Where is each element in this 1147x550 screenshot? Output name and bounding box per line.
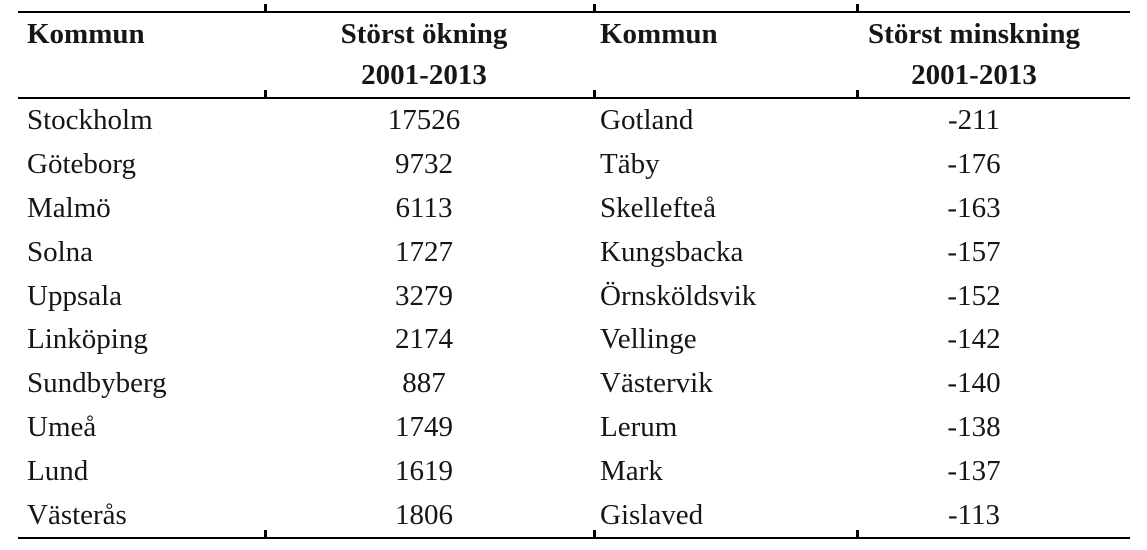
- kommun-increase-name: Uppsala: [27, 279, 123, 312]
- kommun-increase-name: Malmö: [27, 191, 111, 224]
- increase-value: 9732: [395, 148, 453, 181]
- header-period: 2001-2013: [361, 59, 487, 91]
- column-divider-tick: [856, 530, 859, 539]
- table-row: Sundbyberg 887 Västervik -140: [18, 362, 1130, 406]
- kommun-decrease-name: Gotland: [600, 104, 694, 137]
- increase-value: 1727: [395, 235, 453, 268]
- kommun-increase-name: Solna: [27, 235, 94, 268]
- header-kommun-increase: Kommun: [18, 13, 266, 97]
- increase-value: 1749: [395, 410, 453, 443]
- kommun-decrease-name: Täby: [600, 148, 660, 181]
- increase-value: 887: [402, 367, 446, 400]
- table-row: Linköping 2174 Vellinge -142: [18, 318, 1130, 362]
- table-row: Göteborg 9732 Täby -176: [18, 143, 1130, 187]
- header-label: Kommun: [27, 18, 145, 50]
- kommun-increase-name: Sundbyberg: [27, 367, 167, 400]
- increase-value: 2174: [395, 323, 453, 356]
- kommun-increase-name: Linköping: [27, 323, 148, 356]
- kommun-increase-name: Umeå: [27, 410, 97, 443]
- table-row: Stockholm 17526 Gotland -211: [18, 99, 1130, 143]
- increase-value: 3279: [395, 279, 453, 312]
- kommun-decrease-name: Mark: [600, 454, 663, 487]
- header-kommun-decrease: Kommun: [595, 13, 858, 97]
- decrease-value: -138: [947, 410, 1001, 443]
- table-body: Stockholm 17526 Gotland -211 Göteborg 97…: [18, 99, 1130, 537]
- table-row: Lund 1619 Mark -137: [18, 449, 1130, 493]
- header-period: 2001-2013: [911, 59, 1037, 91]
- decrease-value: -157: [947, 235, 1001, 268]
- kommun-increase-name: Lund: [27, 454, 89, 487]
- table-row: Västerås 1806 Gislaved -113: [18, 493, 1130, 537]
- decrease-value: -137: [947, 454, 1001, 487]
- municipality-change-table: Kommun Störst ökning 2001-2013 Kommun St…: [18, 11, 1130, 539]
- header-label: Störst minskning: [868, 18, 1080, 50]
- table-row: Solna 1727 Kungsbacka -157: [18, 230, 1130, 274]
- increase-value: 1619: [395, 454, 453, 487]
- header-label: Störst ökning: [340, 18, 508, 50]
- decrease-value: -113: [947, 498, 1001, 531]
- header-largest-decrease: Störst minskning 2001-2013: [858, 13, 1130, 97]
- table-row: Uppsala 3279 Örnsköldsvik -152: [18, 274, 1130, 318]
- column-divider-tick: [856, 90, 859, 99]
- column-divider-tick: [593, 90, 596, 99]
- kommun-decrease-name: Gislaved: [600, 498, 704, 531]
- decrease-value: -163: [947, 191, 1001, 224]
- kommun-decrease-name: Örnsköldsvik: [600, 279, 757, 312]
- kommun-decrease-name: Skellefteå: [600, 191, 716, 224]
- kommun-decrease-name: Vellinge: [600, 323, 697, 356]
- increase-value: 1806: [395, 498, 453, 531]
- header-label: Kommun: [600, 18, 718, 50]
- column-divider-tick: [264, 90, 267, 99]
- column-divider-tick: [856, 4, 859, 13]
- column-divider-tick: [264, 530, 267, 539]
- kommun-increase-name: Göteborg: [27, 148, 137, 181]
- table-row: Umeå 1749 Lerum -138: [18, 406, 1130, 450]
- kommun-decrease-name: Kungsbacka: [600, 235, 744, 268]
- header-largest-increase: Störst ökning 2001-2013: [266, 13, 595, 97]
- column-divider-tick: [264, 4, 267, 13]
- kommun-decrease-name: Västervik: [600, 367, 713, 400]
- decrease-value: -211: [947, 104, 1001, 137]
- table-header-row: Kommun Störst ökning 2001-2013 Kommun St…: [18, 13, 1130, 99]
- increase-value: 17526: [387, 104, 461, 137]
- decrease-value: -152: [947, 279, 1001, 312]
- kommun-increase-name: Stockholm: [27, 104, 153, 137]
- column-divider-tick: [593, 4, 596, 13]
- decrease-value: -142: [947, 323, 1001, 356]
- decrease-value: -176: [947, 148, 1001, 181]
- kommun-decrease-name: Lerum: [600, 410, 678, 443]
- table-row: Malmö 6113 Skellefteå -163: [18, 187, 1130, 231]
- column-divider-tick: [593, 530, 596, 539]
- increase-value: 6113: [395, 191, 453, 224]
- kommun-increase-name: Västerås: [27, 498, 127, 531]
- decrease-value: -140: [947, 367, 1001, 400]
